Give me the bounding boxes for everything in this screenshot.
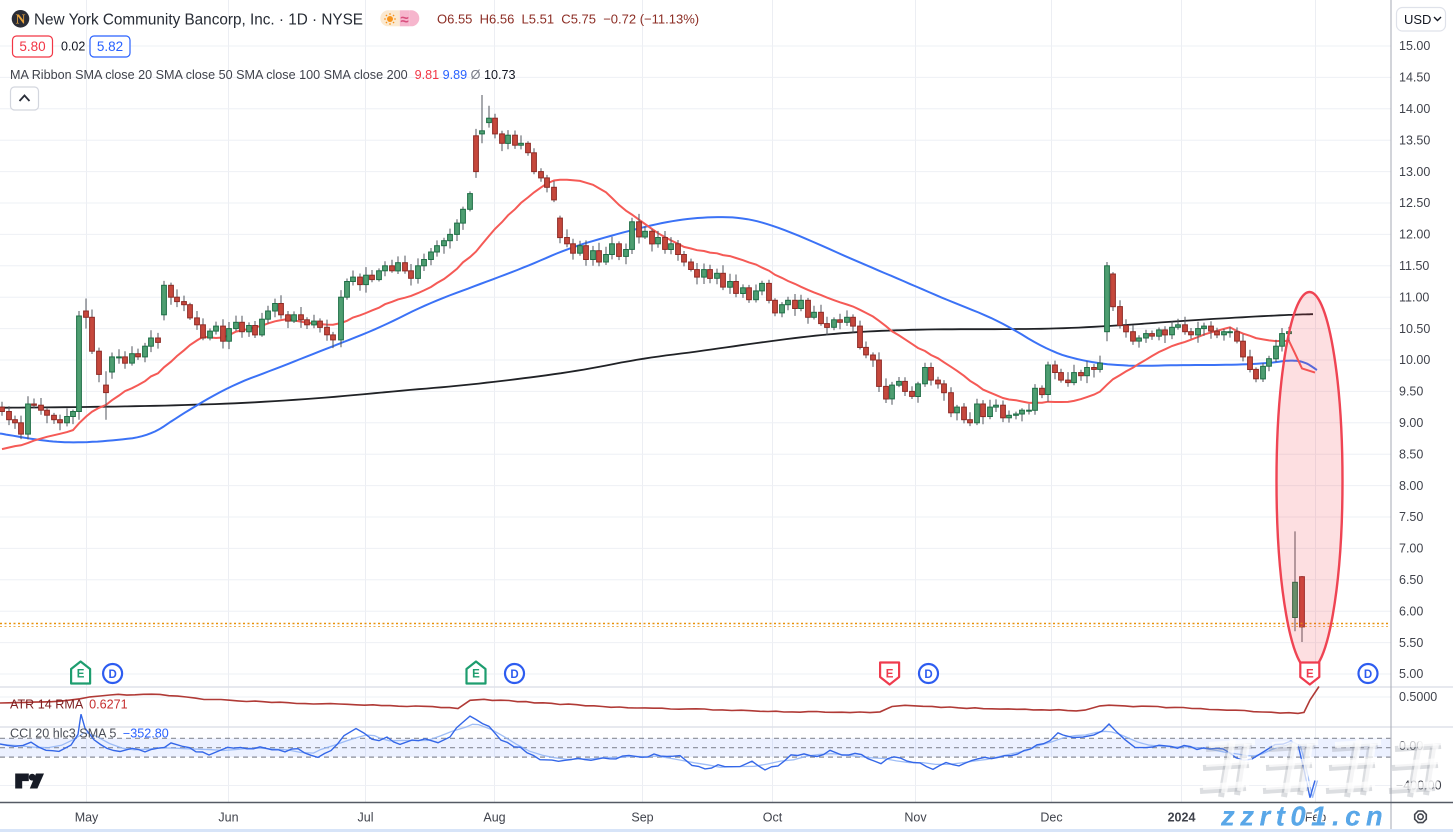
svg-text:N: N: [16, 12, 26, 27]
svg-text:10.00: 10.00: [1399, 353, 1430, 367]
svg-text:13.00: 13.00: [1399, 165, 1430, 179]
svg-text:CCI 20 hlc3 SMA 5 −352.80: CCI 20 hlc3 SMA 5 −352.80: [10, 727, 169, 741]
svg-text:E: E: [1306, 669, 1314, 681]
svg-text:E: E: [886, 669, 894, 681]
svg-text:11.00: 11.00: [1399, 290, 1429, 304]
svg-text:ATR 14 RMA 0.6271: ATR 14 RMA 0.6271: [10, 698, 128, 712]
svg-text:5.00: 5.00: [1399, 667, 1423, 681]
svg-text:≈: ≈: [400, 12, 408, 29]
svg-text:5.50: 5.50: [1399, 636, 1423, 650]
svg-text:13.50: 13.50: [1399, 133, 1430, 147]
svg-text:Oct: Oct: [763, 811, 783, 825]
svg-text:E: E: [77, 669, 85, 681]
svg-text:New York Community Bancorp, In: New York Community Bancorp, Inc. · 1D · …: [34, 11, 363, 28]
svg-text:8.00: 8.00: [1399, 479, 1423, 493]
svg-text:O6.55 H6.56 L5.51 C5.75 −0: O6.55 H6.56 L5.51 C5.75 −0.72 (−11.13%): [437, 12, 699, 27]
svg-text:5.80: 5.80: [19, 39, 45, 54]
svg-text:Jun: Jun: [218, 811, 238, 825]
svg-text:12.50: 12.50: [1399, 196, 1430, 210]
svg-text:8.50: 8.50: [1399, 447, 1423, 461]
svg-text:14.50: 14.50: [1399, 71, 1430, 85]
svg-text:Sep: Sep: [631, 811, 653, 825]
svg-text:D: D: [108, 669, 116, 681]
svg-text:zzrt01.cn: zzrt01.cn: [1220, 801, 1388, 832]
svg-text:7.00: 7.00: [1399, 542, 1423, 556]
svg-text:Feb: Feb: [1305, 811, 1327, 825]
svg-text:7.50: 7.50: [1399, 510, 1423, 524]
svg-text:0.5000: 0.5000: [1399, 690, 1437, 704]
svg-text:Jul: Jul: [358, 811, 374, 825]
svg-text:Aug: Aug: [483, 811, 505, 825]
svg-text:MA Ribbon SMA close 20 SMA clo: MA Ribbon SMA close 20 SMA close 50 SMA …: [10, 68, 515, 82]
svg-text:Dec: Dec: [1040, 811, 1062, 825]
svg-text:12.00: 12.00: [1399, 228, 1430, 242]
svg-text:USD: USD: [1404, 12, 1431, 27]
svg-text:0.02: 0.02: [61, 40, 85, 54]
svg-text:Nov: Nov: [904, 811, 927, 825]
svg-text:14.00: 14.00: [1399, 102, 1430, 116]
svg-text:9.00: 9.00: [1399, 416, 1423, 430]
svg-text:6.00: 6.00: [1399, 604, 1423, 618]
svg-text:May: May: [75, 811, 99, 825]
svg-text:D: D: [924, 669, 932, 681]
svg-text:11.50: 11.50: [1399, 259, 1429, 273]
svg-text:D: D: [1364, 669, 1372, 681]
svg-text:6.50: 6.50: [1399, 573, 1423, 587]
svg-text:zzrt01.cn: zzrt01.cn: [1220, 801, 1388, 832]
svg-text:15.00: 15.00: [1399, 39, 1430, 53]
svg-text:10.50: 10.50: [1399, 322, 1430, 336]
svg-text:D: D: [510, 669, 518, 681]
svg-text:5.82: 5.82: [97, 39, 123, 54]
svg-text:2024: 2024: [1168, 811, 1196, 825]
svg-text:9.50: 9.50: [1399, 385, 1423, 399]
svg-text:E: E: [472, 669, 480, 681]
